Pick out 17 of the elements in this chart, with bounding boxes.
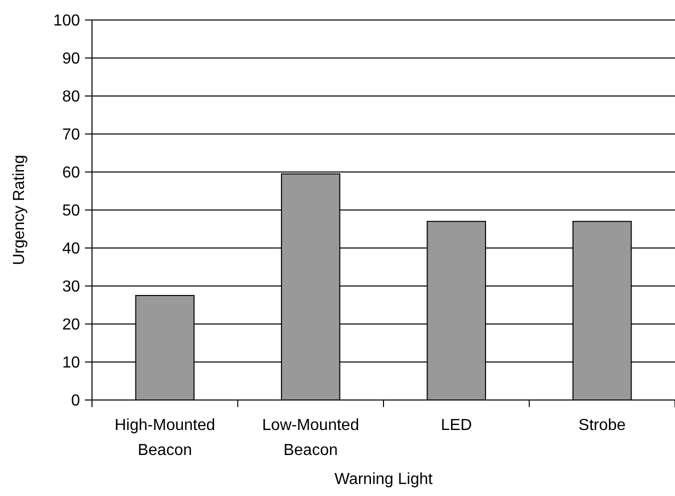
x-tick-label: LED <box>440 417 472 434</box>
y-tick-label: 20 <box>62 316 80 334</box>
y-tick-label: 90 <box>62 50 80 68</box>
y-tick-label: 30 <box>62 278 80 296</box>
x-axis-title: Warning Light <box>334 471 434 488</box>
y-tick-label: 60 <box>62 164 80 182</box>
y-tick-label: 70 <box>62 126 80 144</box>
x-tick-label: Strobe <box>578 417 626 434</box>
y-tick-label: 40 <box>62 240 80 258</box>
y-tick-label: 10 <box>62 354 80 372</box>
y-tick-label: 0 <box>71 392 80 410</box>
y-axis-title: Urgency Rating <box>11 154 28 266</box>
y-tick-label: 80 <box>62 88 80 106</box>
y-tick-label: 50 <box>62 202 80 220</box>
x-tick-label: High-Mounted Beacon <box>114 417 216 459</box>
y-tick-label: 100 <box>53 12 80 30</box>
x-tick-label: Low-Mounted Beacon <box>262 417 360 459</box>
